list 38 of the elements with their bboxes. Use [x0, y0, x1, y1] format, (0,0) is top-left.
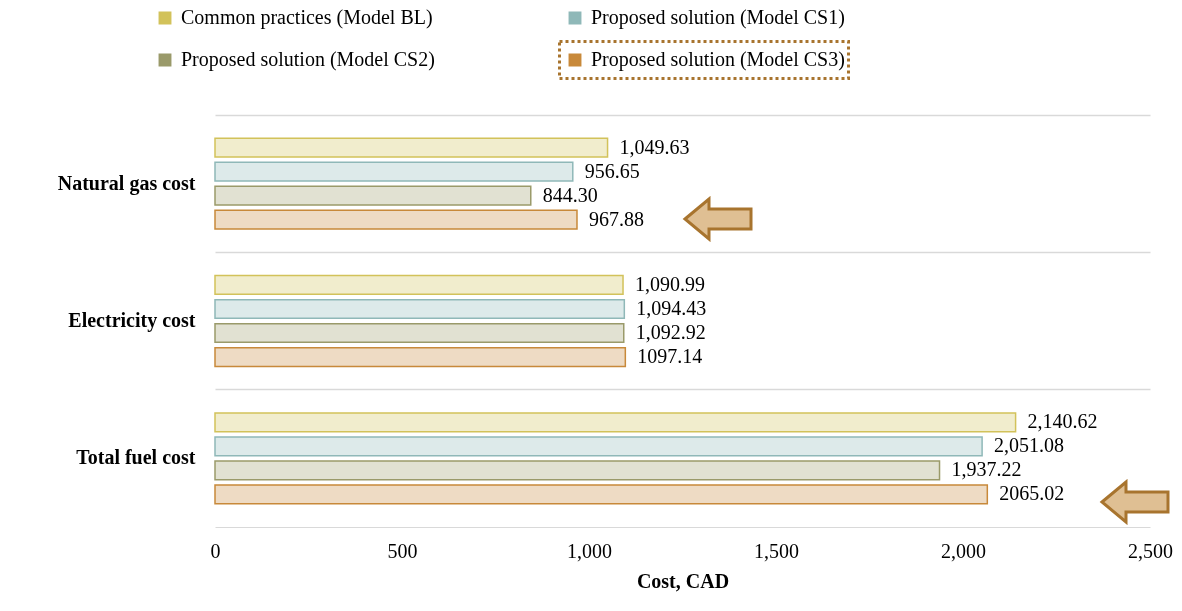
- bar: [214, 185, 532, 206]
- legend-label: Proposed solution (Model CS1): [591, 6, 845, 29]
- bar: [214, 209, 578, 230]
- bar: [214, 460, 941, 481]
- x-tick-label: 0: [210, 539, 221, 562]
- legend-label: Proposed solution (Model CS3): [591, 48, 845, 71]
- data-label: 844.30: [542, 183, 598, 206]
- bar: [214, 161, 574, 182]
- x-tick-label: 2,500: [1128, 539, 1173, 562]
- x-tick-label: 1,500: [754, 539, 799, 562]
- data-label: 1,090.99: [635, 272, 706, 295]
- y-tick-label: Total fuel cost: [76, 446, 196, 469]
- bar: [214, 484, 989, 505]
- bar: [214, 274, 624, 296]
- x-tick-label: 2,000: [941, 539, 986, 562]
- data-label: 2,051.08: [994, 434, 1065, 457]
- bar: [214, 436, 983, 457]
- legend-label: Proposed solution (Model CS2): [181, 48, 435, 71]
- bar: [214, 346, 627, 368]
- bar: [214, 137, 609, 158]
- data-label: 1,937.22: [951, 458, 1022, 481]
- bar: [214, 322, 625, 344]
- data-label: 2065.02: [999, 482, 1065, 505]
- data-label: 1,094.43: [636, 297, 707, 319]
- x-tick-label: 500: [387, 539, 418, 562]
- data-label: 967.88: [588, 207, 644, 230]
- bar: [214, 298, 626, 320]
- data-label: 956.65: [584, 159, 640, 182]
- data-label: 1,092.92: [635, 321, 706, 343]
- legend-label: Common practices (Model BL): [181, 6, 433, 29]
- data-label: 1097.14: [637, 345, 703, 368]
- x-axis-title: Cost, CAD: [636, 569, 730, 592]
- bar: [214, 412, 1017, 433]
- x-tick-label: 1,000: [567, 539, 612, 562]
- data-label: 2,140.62: [1027, 410, 1098, 433]
- y-tick-label: Electricity cost: [68, 309, 196, 332]
- y-tick-label: Natural gas cost: [57, 171, 196, 195]
- data-label: 1,049.63: [619, 135, 690, 158]
